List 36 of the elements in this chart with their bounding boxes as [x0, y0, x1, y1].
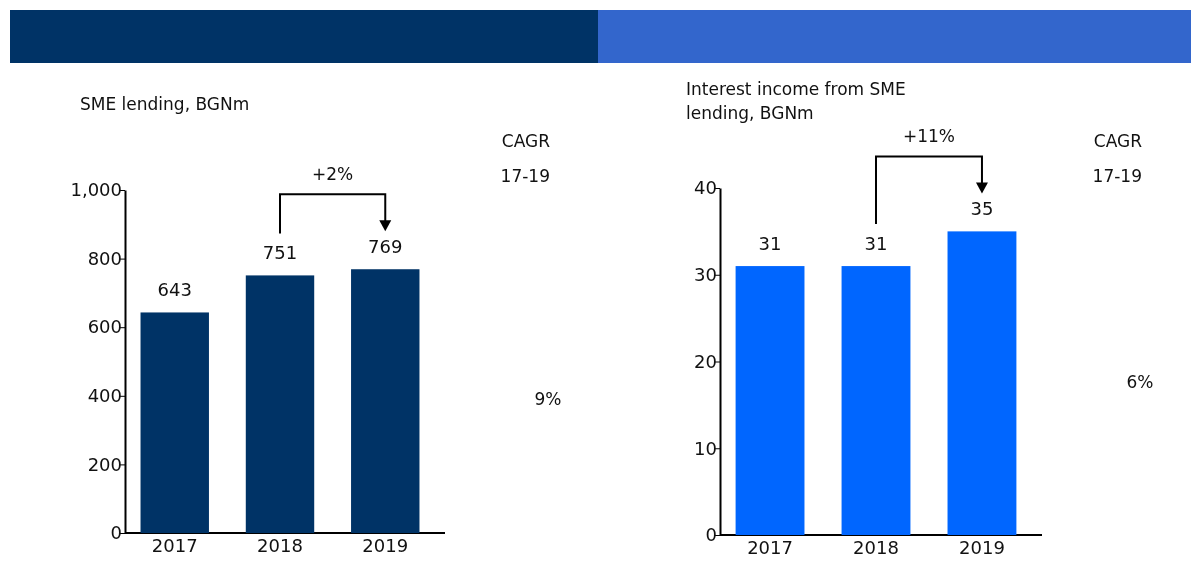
- x-tick-label: 2017: [151, 535, 198, 557]
- data-label: 751: [262, 242, 298, 264]
- y-tick-label: 40: [694, 177, 717, 199]
- y-tick-label: 0: [110, 522, 122, 544]
- x-tick-label: 2018: [257, 535, 303, 557]
- x-tick-label: 2019: [959, 537, 1005, 559]
- y-tick-label: 10: [694, 437, 717, 459]
- y-tick-label: 20: [694, 350, 717, 372]
- x-tick-label: 2019: [362, 535, 409, 557]
- y-tick-label: 0: [705, 524, 717, 546]
- y-tick-label: 600: [87, 316, 122, 338]
- y-tick-label: 400: [87, 385, 122, 407]
- data-label: 31: [758, 233, 782, 255]
- text: CAGR: [501, 131, 551, 151]
- x-tick-label: 2018: [853, 537, 899, 559]
- text: 6%: [1126, 372, 1154, 392]
- chart-title: Interest income from SME lending, BGNm: [686, 79, 906, 123]
- data-label: 35: [970, 198, 994, 220]
- bar: [245, 275, 315, 533]
- y-tick-label: 200: [87, 453, 122, 475]
- text: 9%: [534, 389, 562, 409]
- y-tick-label: 1,000: [70, 179, 122, 201]
- y-tick-label: 800: [87, 247, 122, 269]
- text: 17-19: [1092, 166, 1142, 186]
- text: +2%: [312, 164, 354, 185]
- y-tick-label: 30: [694, 264, 717, 286]
- bar: [140, 312, 209, 533]
- data-label: 31: [864, 233, 888, 255]
- chart-title: SME lending, BGNm: [80, 94, 250, 114]
- x-tick-label: 2017: [747, 537, 793, 559]
- bar: [351, 269, 420, 533]
- text: +11%: [902, 126, 955, 147]
- text: CAGR: [1093, 131, 1143, 151]
- data-label: 769: [368, 236, 403, 258]
- data-label: 643: [157, 279, 192, 301]
- text: 17-19: [500, 166, 550, 186]
